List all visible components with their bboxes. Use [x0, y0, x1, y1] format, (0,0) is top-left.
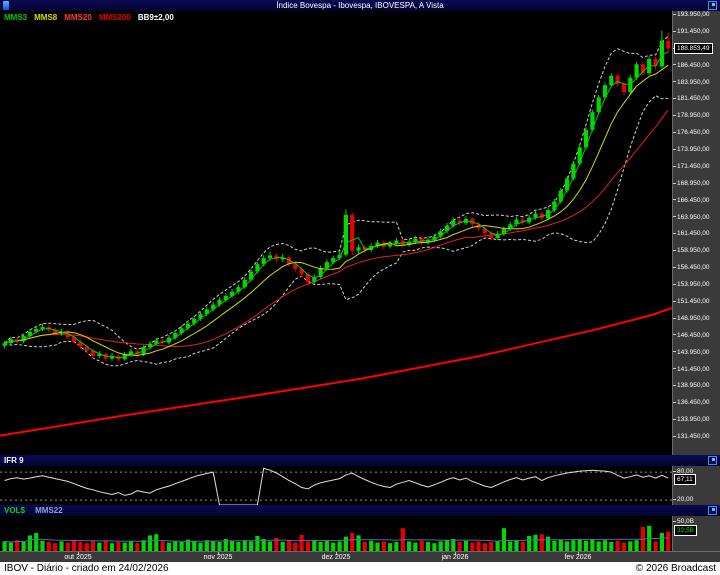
legend-item: MMS20 [64, 13, 92, 22]
price-tick-label: 181.450,00 [673, 95, 720, 102]
ifr-panel: 80,00 67,11 20,00 [0, 466, 720, 505]
volume-axis: 50,0B 32,5B [672, 516, 720, 551]
ifr-value-box: 67,11 [674, 474, 696, 485]
ifr-chart[interactable] [0, 466, 672, 505]
month-tick [455, 552, 456, 555]
time-axis: out 2025 nov 2025 dez 2025 jan 2026 fev 2026 [0, 551, 720, 562]
price-tick-label: 176.450,00 [673, 129, 720, 136]
popout-icon[interactable] [708, 1, 717, 10]
month-label: out 2025 [64, 554, 92, 561]
ifr-header: IFR 9 [0, 455, 720, 466]
indicator-legend: MMS3 MMS8 MMS20 MMS200 BB9±2,00 [4, 13, 181, 22]
legend-item: BB9±2,00 [137, 13, 174, 22]
price-tick-label: 193.950,00 [673, 11, 720, 18]
month-tick [78, 552, 79, 555]
month-label: dez 2025 [321, 554, 351, 561]
price-tick-label: 183.950,00 [673, 79, 720, 86]
candlestick-chart[interactable] [0, 11, 672, 455]
price-tick-label: 136.450,00 [673, 399, 720, 406]
price-tick-label: 143.950,00 [673, 349, 720, 356]
legend-item: MMS3 [4, 13, 28, 22]
month-tick [578, 552, 579, 555]
ifr-title: IFR 9 [4, 456, 24, 465]
volume-plot[interactable] [0, 516, 672, 551]
price-panel: MMS3 MMS8 MMS20 MMS200 BB9±2,00 188.853,49 1… [0, 11, 720, 455]
price-tick-label: 131.450,00 [673, 433, 720, 440]
price-tick-label: 146.450,00 [673, 332, 720, 339]
title-bar[interactable]: Índice Bovespa - Ibovespa, IBOVESPA, A V… [0, 0, 720, 11]
price-tick-label: 158.950,00 [673, 247, 720, 254]
price-tick-label: 141.450,00 [673, 366, 720, 373]
month-label: jan 2026 [441, 554, 469, 561]
window-title: Índice Bovespa - Ibovespa, IBOVESPA, A V… [276, 1, 444, 10]
volume-popout-icon[interactable] [708, 506, 717, 515]
month-tick [336, 552, 337, 555]
price-tick-label: 133.950,00 [673, 416, 720, 423]
price-tick-label: 171.450,00 [673, 163, 720, 170]
ifr-axis: 80,00 67,11 20,00 [672, 466, 720, 505]
price-tick-label: 153.950,00 [673, 281, 720, 288]
volume-title: VOL$ [4, 506, 25, 515]
price-tick-label: 156.450,00 [673, 264, 720, 271]
volume-value-box: 32,5B [674, 525, 697, 536]
ifr-upper-label: 80,00 [673, 468, 720, 475]
volume-ma-label: MMS22 [35, 506, 63, 515]
volume-chart[interactable] [0, 516, 672, 551]
volume-scale-label: 50,0B [673, 518, 720, 525]
ifr-plot[interactable] [0, 466, 672, 505]
price-plot[interactable]: MMS3 MMS8 MMS20 MMS200 BB9±2,00 [0, 11, 672, 455]
last-price-box: 188.853,49 [674, 43, 713, 55]
price-tick-label: 138.950,00 [673, 382, 720, 389]
month-label: nov 2025 [203, 554, 233, 561]
copyright-text: © 2026 Broadcast [635, 563, 716, 574]
volume-header: VOL$ MMS22 [0, 505, 720, 516]
ifr-lower-label: 20,00 [673, 496, 720, 503]
status-text: IBOV - Diário - criado em 24/02/2026 [4, 563, 169, 574]
month-tick [218, 552, 219, 555]
price-tick-label: 166.450,00 [673, 197, 720, 204]
price-tick-label: 168.950,00 [673, 180, 720, 187]
price-tick-label: 151.450,00 [673, 298, 720, 305]
status-bar: IBOV - Diário - criado em 24/02/2026 © 2… [0, 562, 720, 575]
volume-panel: 50,0B 32,5B [0, 516, 720, 551]
app-icon[interactable] [3, 1, 9, 10]
price-tick-label: 148.950,00 [673, 315, 720, 322]
price-tick-label: 191.450,00 [673, 28, 720, 35]
price-tick-label: 173.950,00 [673, 146, 720, 153]
legend-item: MMS8 [34, 13, 58, 22]
price-tick-label: 178.950,00 [673, 112, 720, 119]
price-tick-label: 161.450,00 [673, 230, 720, 237]
legend-item: MMS200 [98, 13, 131, 22]
price-axis: 188.853,49 193.950,00191.450,00188.950,0… [672, 11, 720, 455]
ifr-popout-icon[interactable] [708, 456, 717, 465]
month-label: fev 2026 [564, 554, 592, 561]
price-tick-label: 186.450,00 [673, 62, 720, 69]
price-tick-label: 163.950,00 [673, 214, 720, 221]
